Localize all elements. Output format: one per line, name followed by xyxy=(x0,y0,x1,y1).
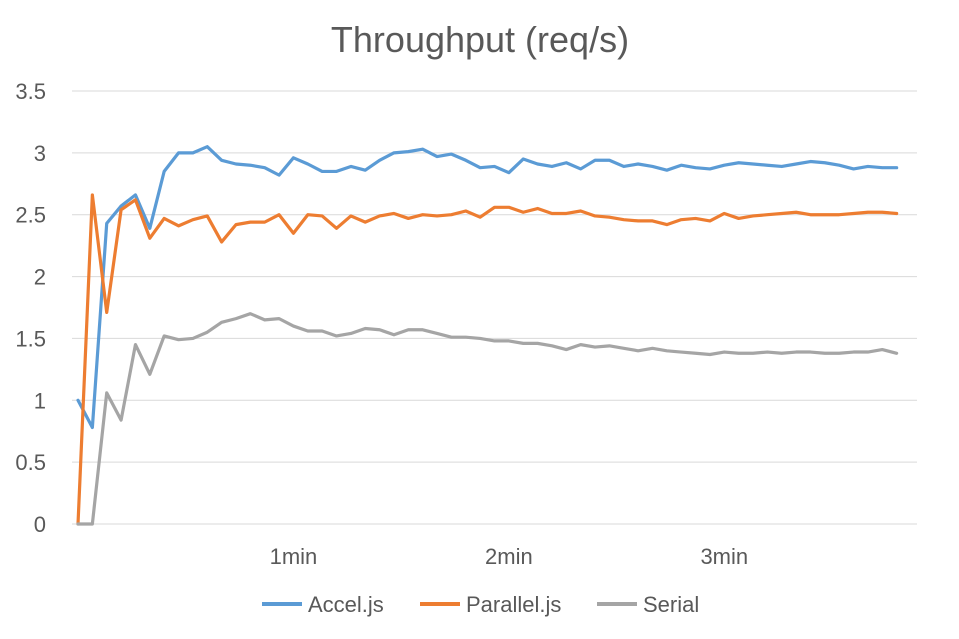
x-tick-label: 3min xyxy=(700,544,748,569)
legend-label: Accel.js xyxy=(308,592,384,617)
x-tick-label: 2min xyxy=(485,544,533,569)
y-tick-label: 2 xyxy=(34,265,46,290)
y-tick-label: 1 xyxy=(34,388,46,413)
legend-label: Serial xyxy=(643,592,699,617)
y-tick-label: 3.5 xyxy=(15,79,46,104)
x-tick-label: 1min xyxy=(270,544,318,569)
y-tick-label: 0 xyxy=(34,512,46,537)
legend: Accel.js Parallel.js Serial xyxy=(262,592,699,617)
y-axis-ticks: 0 0.5 1 1.5 2 2.5 3 3.5 xyxy=(15,79,46,537)
x-axis-ticks: 1min 2min 3min xyxy=(270,544,749,569)
gridlines xyxy=(72,90,917,525)
series-line-accel-js xyxy=(76,145,899,430)
y-tick-label: 3 xyxy=(34,141,46,166)
series-lines xyxy=(76,145,899,526)
y-tick-label: 2.5 xyxy=(15,203,46,228)
y-tick-label: 0.5 xyxy=(15,450,46,475)
y-tick-label: 1.5 xyxy=(15,326,46,351)
series-line-serial xyxy=(76,312,899,526)
chart-title: Throughput (req/s) xyxy=(331,19,629,60)
legend-label: Parallel.js xyxy=(466,592,561,617)
series-line-parallel-js xyxy=(76,193,899,526)
